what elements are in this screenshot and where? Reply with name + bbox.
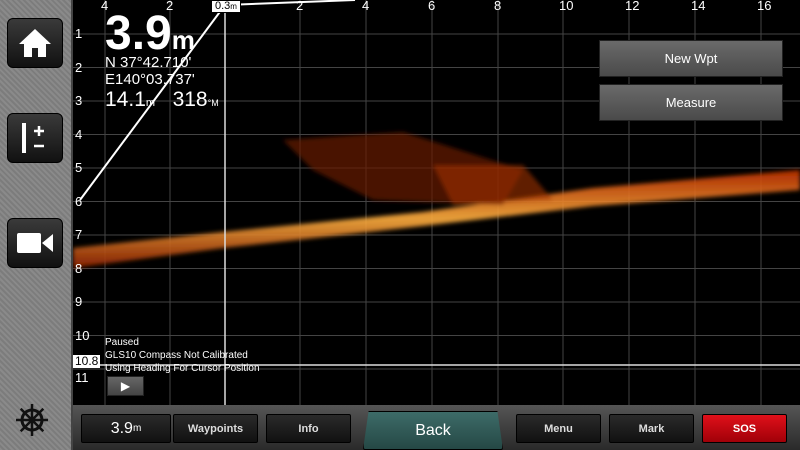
top-tick: 16	[757, 0, 772, 13]
sonar-view[interactable]: 4 2 2 4 6 8 10 12 14 16 1 2 3 4 5 6 7 8 9 10 11 0.3m 3.9m N…	[73, 0, 800, 405]
home-icon	[19, 29, 51, 57]
distance-bearing: 14.1m 318°M	[105, 88, 219, 111]
depth-tick: 3	[75, 93, 83, 108]
depth-tick: 5	[75, 160, 83, 175]
range-button[interactable]	[7, 113, 63, 163]
helm-wheel-icon	[16, 404, 48, 436]
top-tick: 2	[166, 0, 174, 13]
top-tick: 10	[559, 0, 574, 13]
zoom-range-icon	[22, 123, 44, 153]
mark-button[interactable]: Mark	[609, 414, 694, 443]
play-icon: ▶	[120, 379, 131, 393]
depth-tick: 1	[75, 26, 83, 41]
depth-tick: 6	[75, 193, 83, 209]
top-tick: 12	[625, 0, 640, 13]
status-heading: Using Heading For Cursor Position	[105, 363, 260, 374]
top-tick: 6	[428, 0, 436, 13]
sidebar	[0, 0, 73, 450]
bottom-bar: 3.9 m Waypoints Info Back Menu Mark SOS	[73, 405, 800, 450]
measure-button[interactable]: Measure	[599, 84, 783, 121]
latitude: N 37°42.710'	[105, 54, 192, 71]
status-paused: Paused	[105, 337, 139, 348]
menu-button[interactable]: Menu	[516, 414, 601, 443]
depth-tick: 2	[75, 59, 83, 75]
depth-tick: 10	[75, 327, 90, 343]
status-compass: GLS10 Compass Not Calibrated	[105, 350, 248, 361]
cursor-depth-label: 10.8	[73, 354, 101, 368]
top-tick: 4	[101, 0, 109, 13]
top-tick: 8	[494, 0, 502, 13]
helm-button[interactable]	[14, 402, 50, 443]
home-button[interactable]	[7, 18, 63, 68]
info-button[interactable]: Info	[266, 414, 351, 443]
back-button[interactable]: Back	[363, 411, 503, 450]
longitude: E140°03.737'	[105, 71, 195, 88]
camera-button[interactable]	[7, 218, 63, 268]
waypoints-button[interactable]: Waypoints	[173, 414, 258, 443]
play-button[interactable]: ▶	[107, 376, 144, 396]
depth-tick: 9	[75, 294, 83, 309]
top-tick: 2	[296, 0, 304, 13]
depth-tick: 11	[75, 370, 89, 385]
range-marker: 0.3m	[211, 0, 241, 13]
camera-icon	[17, 233, 53, 253]
top-tick: 4	[362, 0, 370, 13]
depth-tick: 7	[75, 227, 83, 242]
depth-display: 3.9 m	[81, 414, 171, 443]
depth-tick: 8	[75, 260, 83, 276]
top-tick: 14	[691, 0, 706, 13]
sonar-returns	[73, 132, 800, 268]
sos-button[interactable]: SOS	[702, 414, 787, 443]
depth-readout: 3.9m	[105, 7, 195, 60]
new-waypoint-button[interactable]: New Wpt	[599, 40, 783, 77]
depth-tick: 4	[75, 126, 83, 142]
